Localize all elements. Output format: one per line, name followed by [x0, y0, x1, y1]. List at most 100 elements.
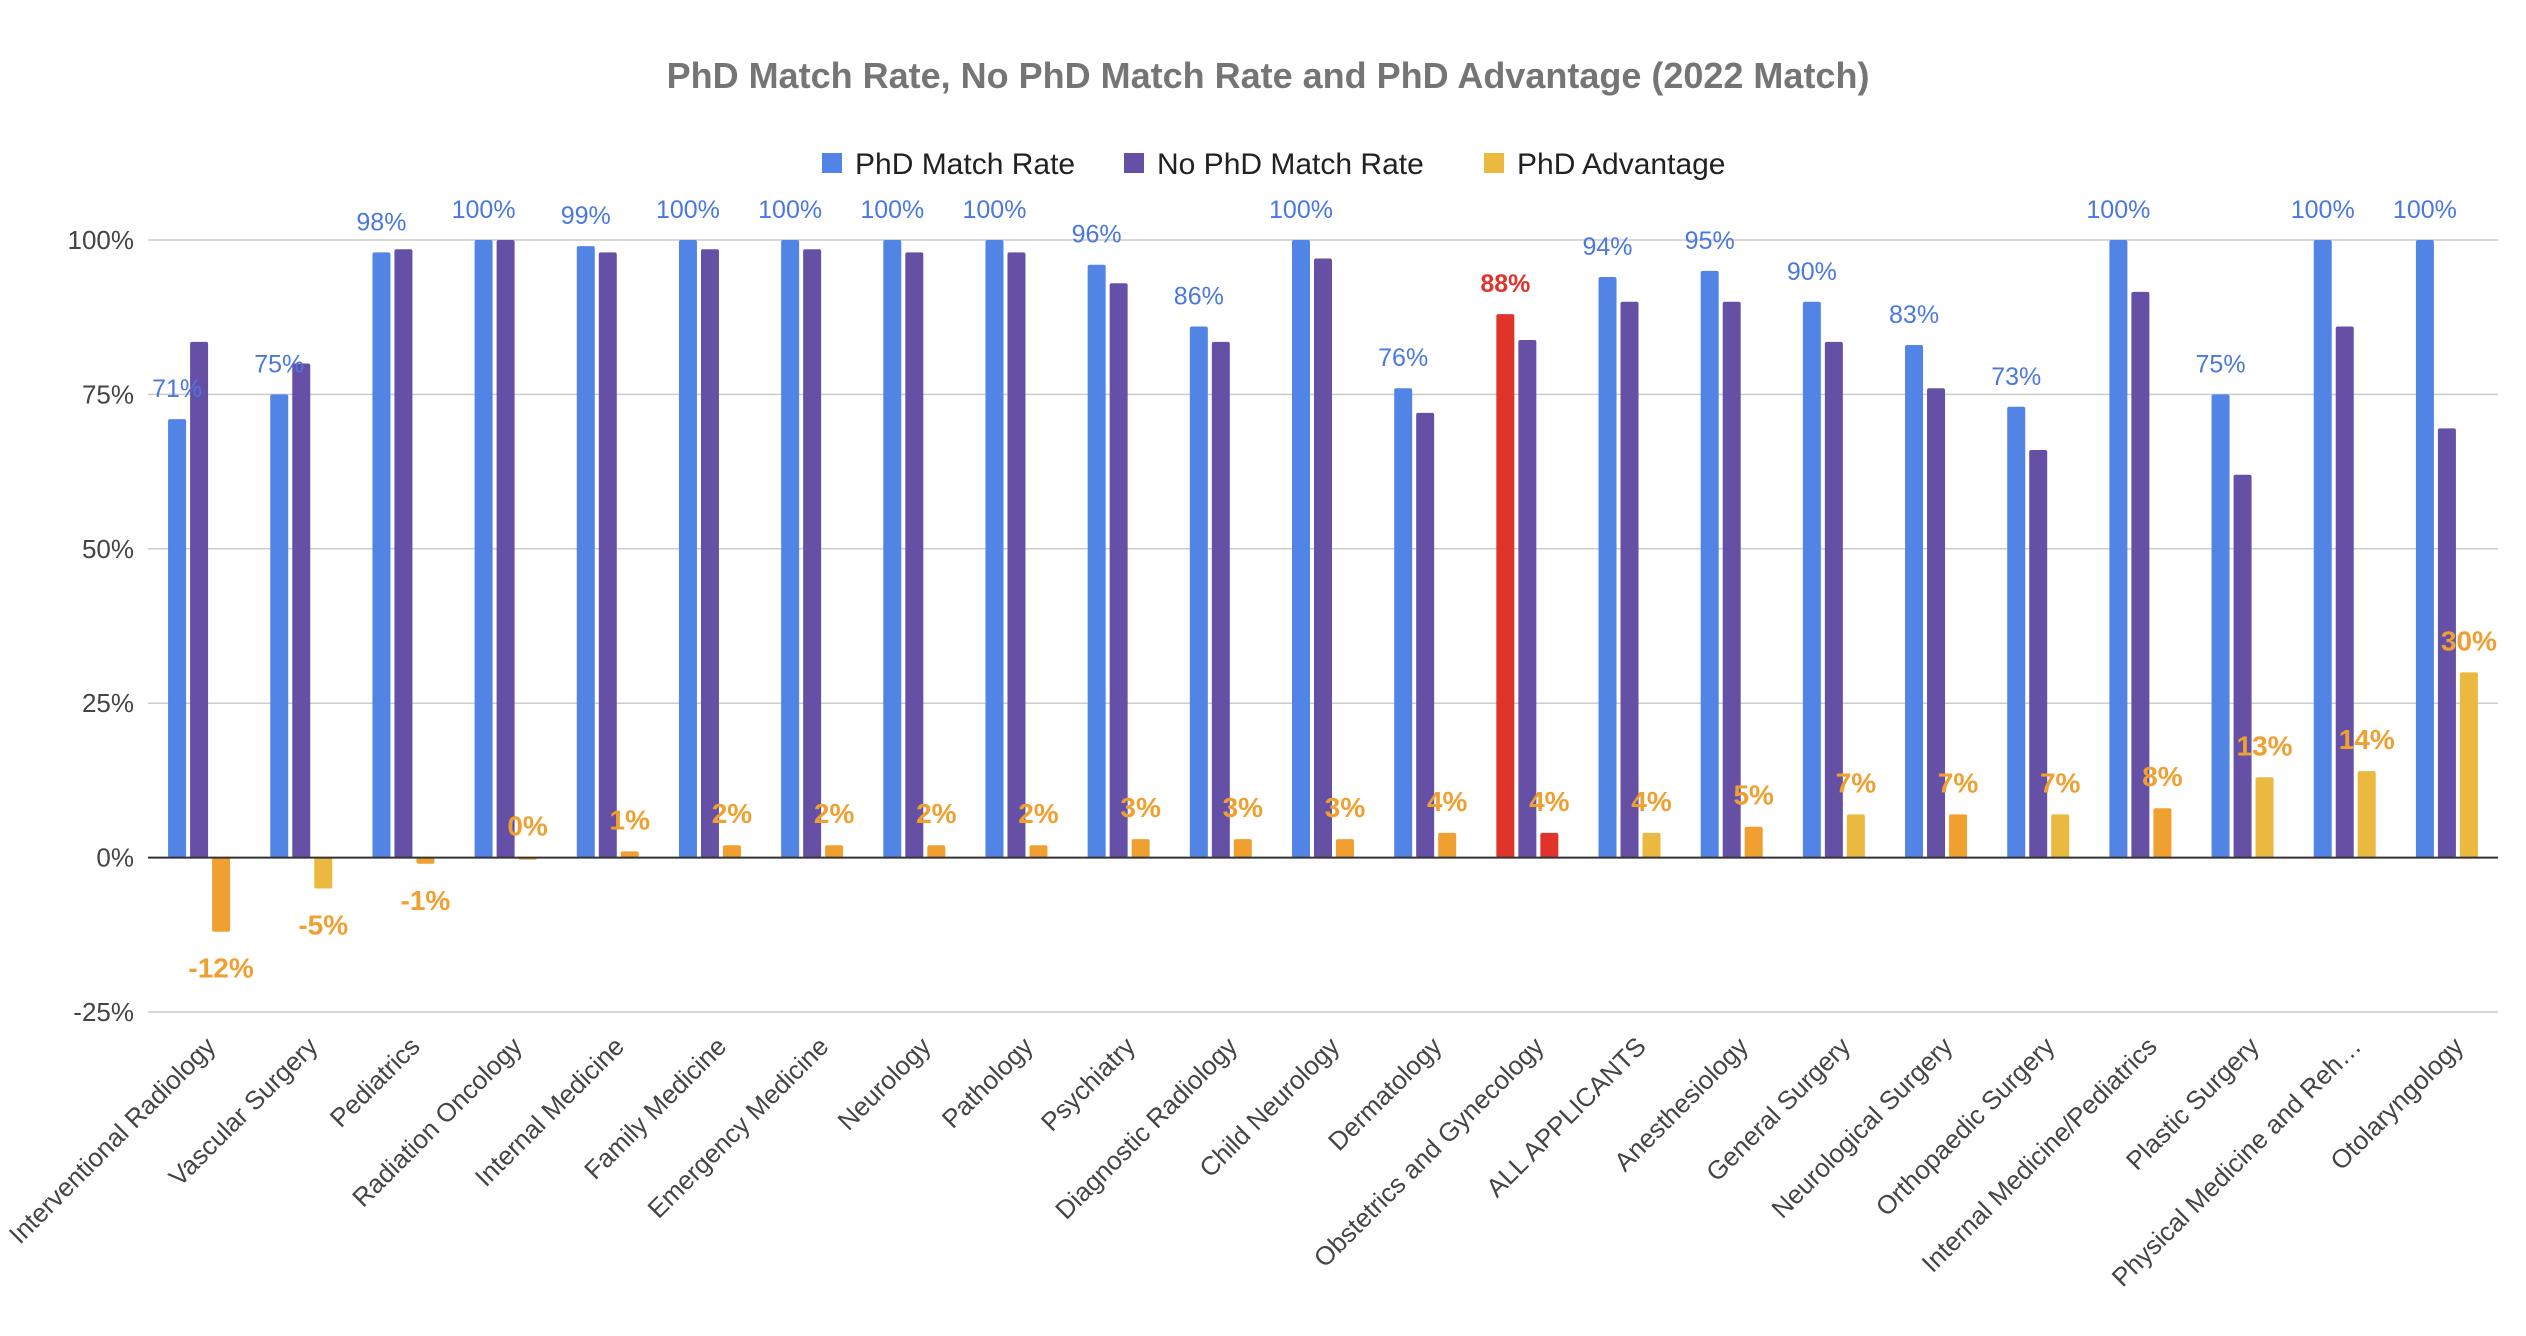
bar-phd: [168, 419, 187, 858]
data-label-advantage: 8%: [2142, 761, 2183, 792]
data-label-phd: 76%: [1378, 344, 1428, 372]
data-label-phd: 99%: [561, 202, 611, 230]
data-label-phd: 100%: [656, 196, 720, 224]
bar-phd: [883, 240, 902, 858]
bar-no-phd: [394, 249, 413, 858]
bar-phd: [678, 240, 697, 858]
bar-no-phd: [2437, 428, 2456, 858]
data-label-advantage: 3%: [1325, 792, 1366, 823]
data-label-phd: 90%: [1787, 258, 1837, 286]
bar-advantage: [620, 851, 639, 858]
bar-advantage: [212, 857, 231, 932]
bar-advantage: [314, 857, 333, 889]
y-tick-label: 75%: [82, 379, 134, 409]
x-category-label: Radiation Oncology: [346, 1031, 528, 1213]
data-label-advantage: 0%: [507, 811, 548, 842]
bar-phd: [781, 240, 800, 858]
x-category-label: Neurological Surgery: [1765, 1031, 1958, 1224]
data-labels: 71% -12% 75% -5% 98% -1% 100% 0% 99% 1% 100% 2% 100%…: [152, 196, 2497, 984]
data-label-advantage: 3%: [1120, 792, 1161, 823]
bar-advantage: [1846, 814, 1865, 858]
bar-advantage: [2357, 771, 2376, 858]
bar-no-phd: [1927, 388, 1946, 858]
bar-phd: [2313, 240, 2332, 858]
bar-advantage: [927, 845, 946, 858]
data-label-phd: 100%: [758, 196, 822, 224]
y-tick-label: 50%: [82, 534, 134, 564]
data-label-advantage: 2%: [1018, 798, 1059, 829]
data-label-advantage: 4%: [1631, 786, 1672, 817]
bar-phd: [372, 252, 391, 858]
bar-phd: [1598, 277, 1617, 858]
data-label-advantage: -12%: [188, 953, 253, 984]
bar-no-phd: [598, 252, 617, 858]
data-label-advantage: 5%: [1733, 780, 1774, 811]
bar-advantage: [2255, 777, 2274, 858]
bar-phd: [1802, 301, 1821, 858]
data-label-advantage: 1%: [610, 804, 651, 835]
data-label-advantage: 2%: [814, 798, 855, 829]
data-label-phd: 83%: [1889, 301, 1939, 329]
data-label-phd: 75%: [254, 350, 304, 378]
bar-no-phd: [1620, 301, 1639, 858]
bar-phd: [1292, 240, 1310, 858]
bar-advantage: [1029, 845, 1048, 858]
bar-phd: [474, 240, 493, 858]
x-category-label: Pediatrics: [324, 1031, 426, 1133]
data-label-advantage: -5%: [298, 909, 348, 940]
data-label-advantage: 13%: [2237, 730, 2293, 761]
x-category-label: Diagnostic Radiology: [1049, 1031, 1243, 1225]
bar-no-phd: [2029, 449, 2048, 858]
bar-no-phd: [292, 363, 311, 858]
data-label-advantage: 14%: [2339, 724, 2395, 755]
bar-no-phd: [1722, 301, 1741, 858]
bar-phd: [2415, 240, 2434, 858]
x-category-label: Interventional Radiology: [3, 1031, 221, 1249]
data-label-phd: 94%: [1582, 233, 1632, 261]
data-label-phd: 73%: [1991, 363, 2041, 391]
data-label-advantage: 3%: [1223, 792, 1264, 823]
bar-advantage: [1336, 839, 1354, 858]
bar-no-phd: [2335, 326, 2354, 858]
bar-advantage: [416, 857, 435, 864]
bar-no-phd: [1314, 258, 1332, 858]
bar-advantage: [1540, 832, 1559, 858]
bar-no-phd: [803, 249, 822, 858]
bar-phd: [2109, 240, 2128, 858]
bar-no-phd: [2233, 474, 2252, 858]
data-label-phd: 75%: [2196, 350, 2246, 378]
legend-swatch-no-phd: [1124, 153, 1144, 173]
bar-advantage: [2051, 814, 2070, 858]
bar-phd: [1496, 314, 1515, 858]
bar-phd: [1905, 344, 1924, 858]
bar-phd: [1394, 388, 1413, 858]
data-label-phd: 100%: [2086, 196, 2150, 224]
data-label-advantage: 4%: [1529, 786, 1570, 817]
bar-no-phd: [905, 252, 924, 858]
data-label-phd: 100%: [860, 196, 924, 224]
bar-advantage: [2459, 672, 2478, 858]
y-tick-label: 0%: [96, 843, 134, 873]
bar-no-phd: [190, 341, 209, 858]
bar-phd: [2007, 406, 2026, 858]
data-label-advantage: 2%: [916, 798, 957, 829]
bar-phd: [985, 240, 1004, 858]
data-label-advantage: 7%: [2040, 767, 2081, 798]
bar-phd: [1087, 264, 1106, 858]
x-category-label: Orthopaedic Surgery: [1870, 1031, 2061, 1222]
legend-label-phd: PhD Match Rate: [855, 148, 1075, 181]
bar-advantage: [1131, 839, 1150, 858]
bar-phd: [270, 394, 289, 858]
y-tick-label: -25%: [73, 997, 134, 1027]
data-label-phd: 100%: [2291, 196, 2355, 224]
data-label-phd: 98%: [356, 208, 406, 236]
bar-advantage: [1744, 826, 1763, 858]
bar-no-phd: [1211, 341, 1230, 858]
bar-phd: [1700, 270, 1719, 858]
data-label-phd: 86%: [1174, 282, 1224, 310]
bar-phd: [2211, 394, 2230, 858]
bar-advantage: [1642, 832, 1661, 858]
